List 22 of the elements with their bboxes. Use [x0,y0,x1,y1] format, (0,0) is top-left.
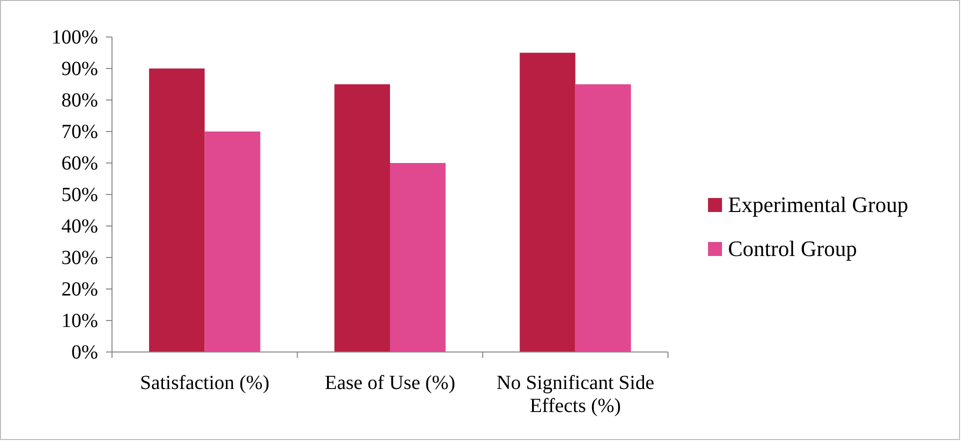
y-tick-label: 60% [61,152,98,174]
y-tick-label: 10% [61,310,98,332]
bar [575,84,631,352]
bar [390,163,446,352]
x-tick-label: No Significant Side Effects (%) [496,372,654,417]
y-tick-label: 0% [71,341,98,364]
y-tick-label: 40% [61,215,98,238]
y-tick-label: 30% [61,246,98,269]
bar [149,68,205,352]
y-tick-label: 90% [61,58,98,80]
bar [520,52,576,352]
x-tick-label: Ease of Use (%) [324,372,456,394]
legend-label: Experimental Group [728,192,908,217]
y-tick-label: 70% [61,120,98,143]
y-tick-label: 80% [61,89,98,112]
y-tick-label: 50% [61,184,98,206]
bar [334,84,390,352]
x-tick-label: Satisfaction (%) [140,372,270,394]
legend-label: Control Group [728,236,857,261]
y-tick-label: 20% [61,278,98,300]
y-tick-label: 100% [51,26,98,48]
bar [204,132,260,352]
